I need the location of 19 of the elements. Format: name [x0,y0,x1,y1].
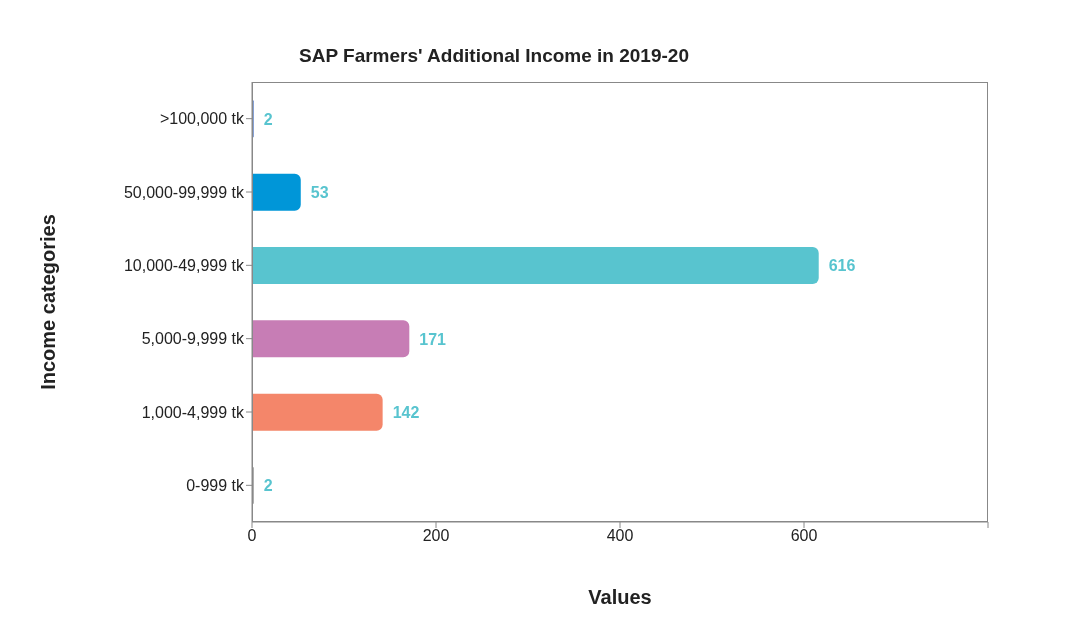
data-label: 2 [263,110,273,128]
x-tick-label: 600 [790,527,818,545]
y-tick-label: 5,000-9,999 tk [141,330,245,348]
y-tick-label: 0-999 tk [186,477,245,495]
x-axis-title: Values [588,586,652,608]
data-label: 2 [263,477,273,495]
y-axis-title: Income categories [37,214,60,390]
y-tick-label: >100,000 tk [159,110,245,128]
chart-title: SAP Farmers' Additional Income in 2019-20 [299,45,689,66]
y-tick-label: 10,000-49,999 tk [123,257,245,275]
x-tick-label: 400 [606,527,634,545]
data-label: 616 [828,257,856,275]
data-label: 53 [310,183,329,201]
data-label: 171 [419,330,447,348]
x-tick-label: 0 [247,527,257,545]
y-tick-label: 1,000-4,999 tk [141,403,245,421]
data-label: 142 [392,403,420,421]
y-tick-label: 50,000-99,999 tk [123,183,245,201]
x-tick-label: 200 [422,527,450,545]
